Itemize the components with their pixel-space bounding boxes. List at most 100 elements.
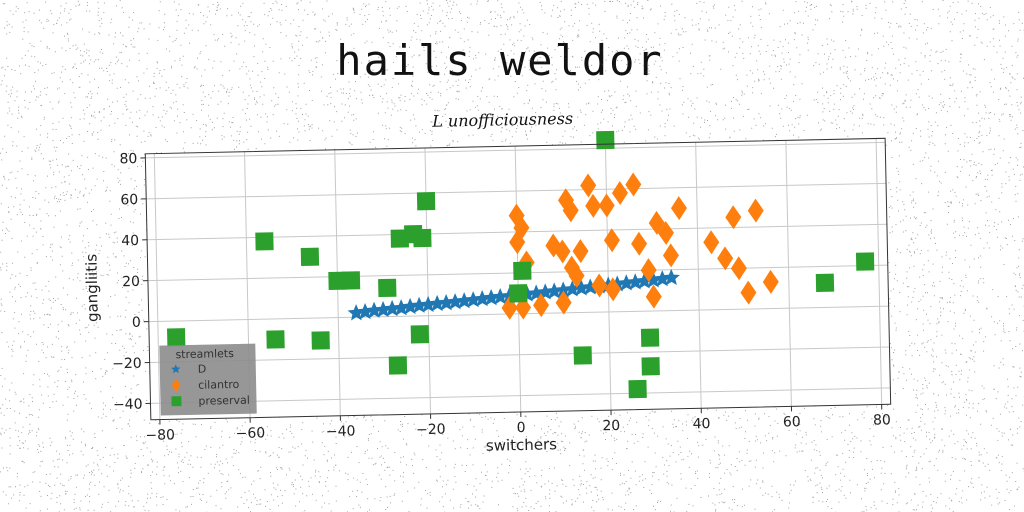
x-tick-label: 40 [692, 416, 710, 432]
point-cilantro [662, 243, 679, 268]
point-cilantro [703, 230, 720, 255]
point-preserval [255, 232, 274, 251]
point-cilantro [640, 258, 657, 283]
legend-entry: D [198, 363, 207, 376]
point-D [563, 280, 581, 297]
point-D [437, 294, 455, 311]
y-grid-line [148, 305, 889, 323]
point-D [653, 270, 671, 287]
legend-title: streamlets [175, 347, 234, 361]
point-cilantro [580, 173, 597, 198]
x-tick-label: 0 [516, 420, 525, 436]
point-preserval [167, 328, 186, 347]
point-preserval [509, 284, 528, 303]
point-cilantro [725, 205, 742, 230]
x-tick-label: 20 [602, 418, 620, 434]
point-preserval [311, 331, 330, 350]
point-D [572, 279, 590, 296]
point-cilantro [533, 293, 550, 318]
point-D [365, 301, 383, 319]
y-grid-line [146, 182, 887, 200]
series-cilantro [501, 172, 779, 320]
point-cilantro [568, 263, 585, 288]
point-cilantro [509, 230, 526, 255]
point-cilantro [501, 295, 518, 320]
point-D [581, 278, 599, 295]
axis-ticks: −80 −60 −40 −20 0 20 40 60 80 −40 −20 0 20 40 60 80 [112, 151, 891, 444]
point-preserval [513, 261, 532, 280]
x-tick-label: 60 [783, 414, 801, 430]
point-cilantro [585, 193, 602, 218]
point-preserval [640, 328, 660, 347]
legend-marker-cilantro [171, 378, 181, 392]
x-axis-label: switchers [486, 435, 558, 454]
point-D [473, 289, 491, 307]
point-preserval [815, 273, 835, 293]
y-tick-label: 80 [119, 151, 137, 167]
point-preserval [410, 325, 430, 344]
point-preserval [266, 330, 285, 349]
y-axis-label: gangliitis [82, 254, 101, 323]
x-grid-line [153, 153, 161, 420]
x-tick-label: −80 [145, 427, 175, 444]
point-D [518, 285, 536, 302]
point-cilantro [645, 284, 662, 309]
point-preserval [378, 278, 397, 298]
x-grid-line [785, 140, 792, 407]
y-tick-label: 0 [132, 315, 141, 331]
point-preserval [573, 346, 592, 365]
y-tick-label: −40 [113, 397, 143, 414]
point-cilantro [762, 269, 779, 294]
point-preserval [413, 228, 432, 248]
point-cilantro [670, 196, 687, 221]
point-D [482, 289, 500, 306]
point-D [554, 281, 572, 298]
point-D [626, 273, 644, 290]
point-D [536, 283, 554, 300]
point-D [545, 282, 563, 299]
point-cilantro [747, 198, 764, 223]
point-D [374, 300, 392, 318]
legend-marker-D [171, 364, 181, 374]
point-D [392, 299, 410, 316]
point-cilantro [555, 290, 572, 315]
legend-box [159, 343, 257, 416]
y-tick-label: 40 [121, 233, 139, 249]
point-cilantro [730, 256, 747, 281]
point-D [491, 288, 509, 305]
point-cilantro [740, 280, 757, 305]
series-preserval [167, 130, 875, 399]
point-D [383, 299, 401, 317]
x-tick-label: −20 [416, 422, 446, 439]
point-cilantro [631, 231, 648, 256]
point-D [608, 275, 626, 292]
x-tick-label: −60 [235, 425, 265, 442]
point-D [662, 268, 680, 286]
page-title: hails weldor [336, 36, 664, 85]
point-D [455, 292, 473, 309]
point-D [347, 304, 365, 321]
point-cilantro [604, 277, 621, 302]
point-D [446, 293, 464, 310]
point-cilantro [513, 215, 530, 240]
point-preserval [388, 356, 408, 375]
point-preserval [596, 130, 615, 150]
point-preserval [300, 247, 320, 266]
point-D [428, 294, 446, 312]
point-preserval [855, 252, 875, 271]
y-grid-line [145, 141, 886, 159]
y-tick-label: 20 [122, 274, 140, 290]
series-D [347, 268, 680, 321]
point-preserval [628, 379, 647, 399]
legend-entry: preserval [198, 394, 250, 408]
point-cilantro [611, 180, 628, 205]
y-tick-label: 60 [120, 192, 138, 208]
legend-marker-preserval [171, 396, 182, 407]
point-cilantro [562, 198, 579, 223]
point-D [464, 291, 482, 308]
point-cilantro [603, 228, 620, 253]
point-preserval [341, 271, 361, 290]
point-cilantro [572, 239, 589, 264]
